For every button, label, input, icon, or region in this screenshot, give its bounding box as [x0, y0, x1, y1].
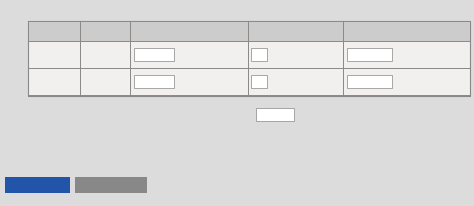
Text: Molar mass of ion: Molar mass of ion — [62, 27, 148, 36]
Text: g/mol: g/mol — [176, 78, 201, 87]
Text: Cation: Cation — [31, 51, 64, 60]
Text: Fe²⁺: Fe²⁺ — [95, 50, 115, 60]
Text: =: = — [333, 77, 341, 87]
Text: g/mol: g/mol — [296, 109, 323, 119]
Text: g/mol: g/mol — [176, 51, 201, 60]
Text: ×: × — [236, 50, 244, 60]
Text: Molar mass iron(II) oxide =: Molar mass iron(II) oxide = — [148, 109, 297, 119]
Text: mol: mol — [269, 78, 285, 87]
Text: of the ionic compound: of the ionic compound — [282, 8, 393, 17]
Text: mol: mol — [269, 51, 285, 60]
Text: Submit Answer: Submit Answer — [1, 181, 73, 190]
Text: ×: × — [236, 77, 244, 87]
Text: Number of ions: Number of ions — [152, 27, 227, 36]
Text: g: g — [394, 78, 400, 87]
Text: .: . — [463, 8, 469, 17]
Text: Anion: Anion — [31, 78, 60, 87]
Text: Formula: Formula — [34, 27, 74, 36]
Text: g: g — [394, 51, 400, 60]
Text: molar mass: molar mass — [220, 8, 282, 17]
Text: =: = — [333, 50, 341, 60]
Text: Try Another Version: Try Another Version — [64, 181, 158, 190]
Text: 1 Item attempt remaining: 1 Item attempt remaining — [153, 181, 262, 190]
Text: iron(II) oxide: iron(II) oxide — [393, 8, 463, 17]
Text: O²⁻: O²⁻ — [97, 77, 113, 87]
Text: Complete the table below for calculating the: Complete the table below for calculating… — [5, 8, 220, 17]
Text: Mass of ion in one mole of iron(II) oxide: Mass of ion in one mole of iron(II) oxid… — [209, 27, 382, 36]
